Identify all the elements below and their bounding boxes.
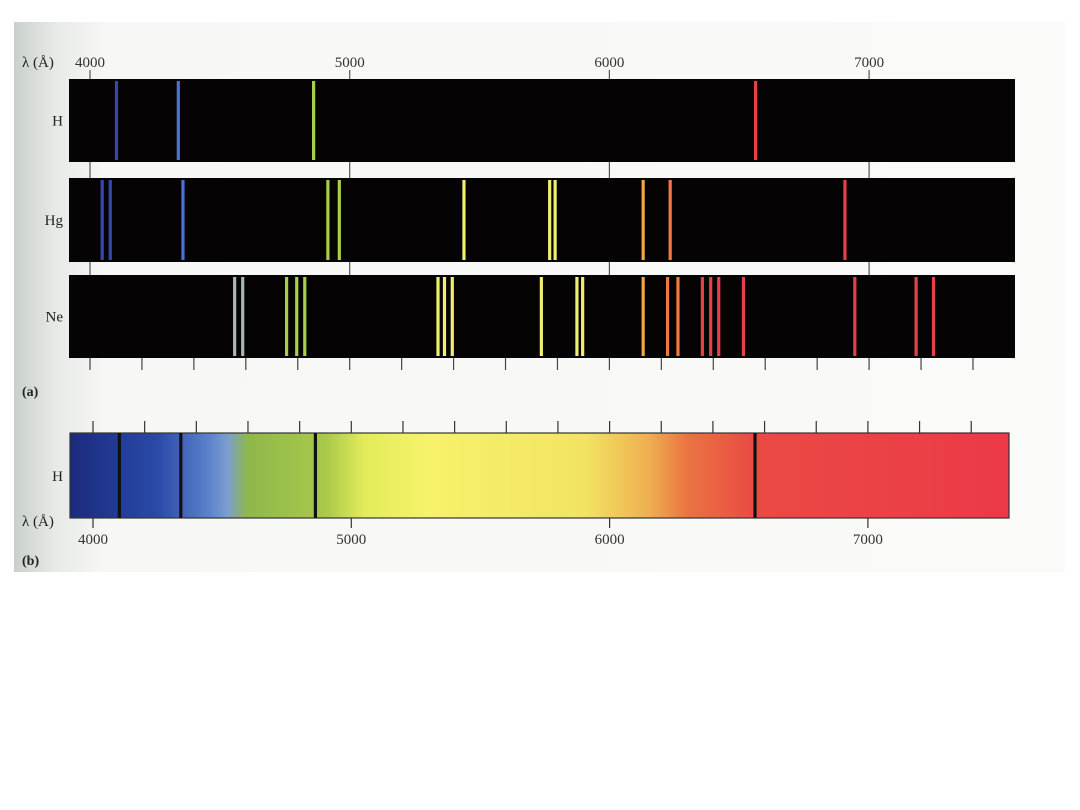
panel-a-tick-label: 4000 xyxy=(75,55,105,71)
emission-line xyxy=(114,81,119,160)
emission-line xyxy=(326,180,330,260)
emission-line xyxy=(931,277,936,356)
emission-line xyxy=(575,277,579,356)
emission-line xyxy=(676,277,680,356)
absorption-line xyxy=(753,433,757,518)
emission-line xyxy=(641,277,645,356)
panel-b-label: (b) xyxy=(22,554,39,569)
emission-line xyxy=(303,277,307,356)
panel-b-tick-label: 6000 xyxy=(595,532,625,548)
emission-line xyxy=(914,277,918,356)
absorption-line xyxy=(179,433,183,518)
spectrum-strip-hg xyxy=(69,178,1015,262)
panel-a-tick-label: 5000 xyxy=(335,55,365,71)
emission-line xyxy=(312,81,316,160)
spectrum-strip-h xyxy=(69,79,1015,162)
continuous-spectrum-bar xyxy=(69,432,1010,519)
element-label: H xyxy=(52,469,63,485)
emission-line xyxy=(548,180,552,260)
emission-line xyxy=(100,180,104,260)
emission-line xyxy=(553,180,557,260)
panel-b-absorption-spectrum: 4000 5000 6000 7000 H xyxy=(52,421,1010,548)
emission-line xyxy=(668,180,672,260)
panel-b-tick-label: 7000 xyxy=(853,532,883,548)
panel-a-axis-label: λ (Å) xyxy=(22,55,54,71)
absorption-line xyxy=(117,433,121,518)
panel-b-tick-label: 4000 xyxy=(78,532,108,548)
emission-line xyxy=(233,277,237,356)
emission-line xyxy=(717,277,721,356)
absorption-line xyxy=(313,433,317,518)
emission-line xyxy=(450,277,454,356)
emission-line xyxy=(284,277,289,356)
element-label: Hg xyxy=(45,213,64,229)
emission-line xyxy=(700,277,704,356)
panel-a-tick-label: 7000 xyxy=(854,55,884,71)
panel-b-tick-label: 5000 xyxy=(336,532,366,548)
emission-line xyxy=(641,180,645,260)
emission-line xyxy=(181,180,185,260)
emission-line xyxy=(337,180,341,260)
emission-line xyxy=(295,277,299,356)
emission-line xyxy=(581,277,585,356)
emission-line xyxy=(462,180,466,260)
emission-line xyxy=(843,180,847,260)
element-label: H xyxy=(52,114,63,130)
panel-a-tick-label: 6000 xyxy=(594,55,624,71)
emission-line xyxy=(709,277,713,356)
panel-b-axis-label: λ (Å) xyxy=(22,514,54,530)
emission-line xyxy=(539,277,543,356)
emission-line xyxy=(754,81,758,160)
panel-a-emission-spectra: 4000 5000 6000 7000 H Hg Ne xyxy=(45,55,1015,370)
element-label: Ne xyxy=(46,310,64,326)
emission-line xyxy=(853,277,857,356)
emission-line xyxy=(176,81,180,160)
emission-line xyxy=(741,277,746,356)
emission-line xyxy=(665,277,670,356)
emission-line xyxy=(436,277,440,356)
panel-a-label: (a) xyxy=(22,385,39,400)
emission-line xyxy=(241,277,245,356)
emission-line xyxy=(442,277,447,356)
emission-line xyxy=(108,180,112,260)
